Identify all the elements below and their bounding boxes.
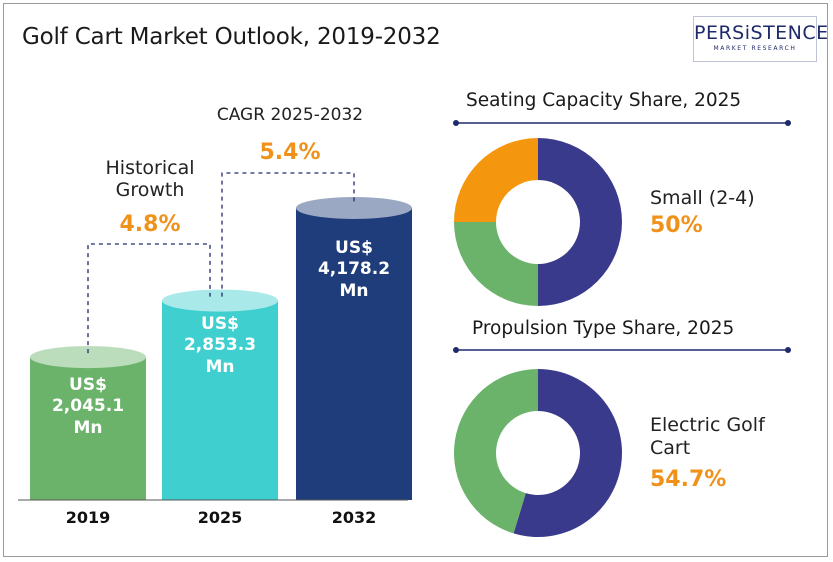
- historical-growth-value: 4.8%: [119, 212, 181, 237]
- bar-chart: [30, 197, 412, 500]
- bar-label-value: 2,853.3: [183, 335, 257, 356]
- bar-2032: [296, 197, 412, 500]
- bar-label-unit: Mn: [205, 356, 235, 377]
- propulsion-donut: [454, 369, 623, 537]
- bar-cap: [296, 197, 412, 219]
- seating-divider-dot-left: [453, 120, 459, 126]
- historical-label-line1: Historical: [105, 157, 195, 179]
- propulsion-label-line2: Cart: [650, 436, 691, 459]
- propulsion-highlight-value: 54.7%: [650, 467, 727, 492]
- growth-connectors: [87, 172, 355, 354]
- pie-slice-1: [454, 369, 538, 534]
- historical-label-line2: Growth: [115, 178, 185, 201]
- pie-slice-0: [513, 369, 623, 537]
- bar-data-label-2019: US$ 2,045.1 Mn: [30, 375, 146, 439]
- historical-connector: [87, 243, 211, 354]
- logo-tagline: MARKET RESEARCH: [713, 45, 797, 52]
- seating-highlight-value: 50%: [650, 213, 703, 238]
- bar-label-unit: Mn: [73, 417, 103, 438]
- propulsion-label-line1: Electric Golf: [650, 414, 765, 436]
- bar-body: [162, 300, 278, 500]
- propulsion-divider-dot-right: [785, 347, 791, 353]
- bar-data-label-2025: US$ 2,853.3 Mn: [162, 314, 278, 378]
- page-title: Golf Cart Market Outlook, 2019-2032: [22, 24, 441, 50]
- pie-slice-2: [454, 138, 538, 222]
- cagr-value: 5.4%: [259, 140, 321, 165]
- bar-label-currency: US$: [201, 314, 239, 334]
- bar-label-value: 2,045.1: [51, 396, 125, 417]
- bar-2019: [30, 346, 146, 500]
- seating-highlight-label: Small (2-4): [650, 187, 755, 209]
- bar-label-currency: US$: [69, 375, 107, 395]
- cagr-label: CAGR 2025-2032: [216, 105, 364, 125]
- bar-cap: [30, 346, 146, 369]
- seating-donut: [454, 138, 622, 306]
- propulsion-divider-dot-left: [453, 347, 459, 353]
- seating-divider-dot-right: [785, 120, 791, 126]
- logo-wordmark: PERSiSTENCE: [694, 22, 829, 44]
- bar-body: [296, 208, 412, 500]
- pie-slice-1: [454, 222, 538, 306]
- bar-label-unit: Mn: [339, 280, 369, 301]
- bar-body: [30, 357, 146, 500]
- propulsion-highlight-label: Electric Golf Cart: [650, 414, 765, 460]
- propulsion-chart-title: Propulsion Type Share, 2025: [472, 318, 735, 339]
- pie-slice-0: [538, 138, 622, 306]
- historical-growth-label: Historical Growth: [88, 157, 212, 202]
- bar-data-label-2032: US$ 4,178.2 Mn: [296, 238, 412, 302]
- brand-logo: PERSiSTENCE MARKET RESEARCH: [693, 16, 829, 62]
- bar-label-value: 4,178.2: [317, 259, 391, 280]
- bar-cap: [162, 289, 278, 312]
- x-tick-2025: 2025: [197, 508, 243, 527]
- seating-chart-title: Seating Capacity Share, 2025: [466, 90, 742, 111]
- bar-label-currency: US$: [335, 238, 373, 258]
- bar-2025: [162, 289, 278, 500]
- x-tick-2019: 2019: [65, 508, 111, 527]
- x-tick-2032: 2032: [331, 508, 377, 527]
